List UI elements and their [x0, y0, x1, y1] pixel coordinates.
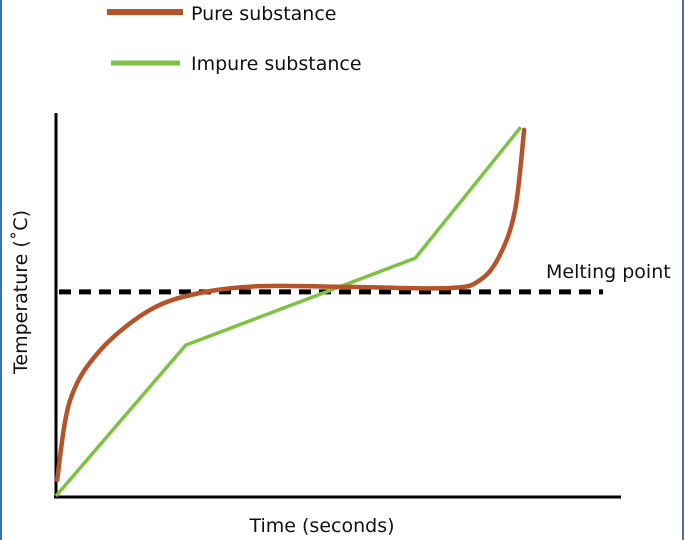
melting-point-label: Melting point — [546, 261, 671, 283]
series-pure-line — [54, 127, 527, 483]
legend-label-impure: Impure substance — [191, 53, 362, 75]
series-impure-line — [54, 126, 523, 498]
legend-label-pure: Pure substance — [191, 3, 336, 25]
y-axis-label: Temperature (˚C) — [10, 210, 32, 375]
legend: Pure substance Impure substance — [107, 3, 362, 75]
x-axis-label: Time (seconds) — [248, 515, 394, 537]
